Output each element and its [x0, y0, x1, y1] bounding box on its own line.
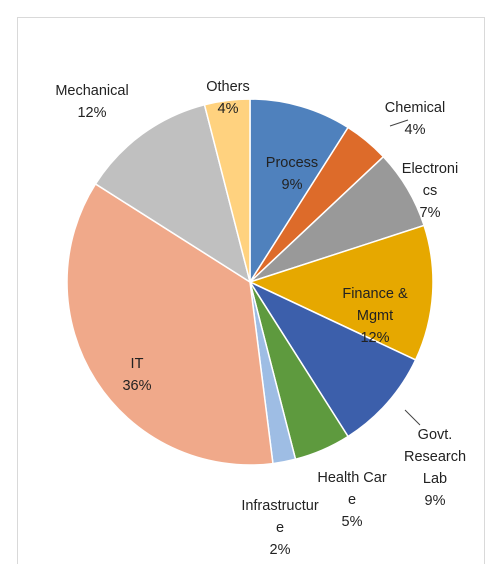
value-label: 12%	[77, 105, 107, 121]
slice-label: Mechanical 12%	[52, 80, 132, 124]
leader-line	[404, 409, 421, 426]
category-label: Mechanical	[55, 83, 129, 99]
pie-slice	[247, 280, 417, 438]
slice-label: Chemical 4%	[370, 97, 460, 141]
value-label: 2%	[269, 542, 291, 558]
slice-label: Process 9%	[252, 152, 332, 196]
category-label: Infrastructure	[241, 498, 319, 536]
value-label: 36%	[122, 378, 152, 394]
category-label: Health Care	[317, 470, 387, 508]
slice-label: Health Care 5%	[317, 467, 387, 533]
leader-line	[389, 119, 409, 127]
category-label: Govt. Research Lab	[403, 427, 467, 487]
category-label: Others	[206, 79, 250, 95]
slice-label: Others 4%	[193, 76, 263, 120]
slice-label: Electronics 7%	[400, 158, 460, 224]
category-label: Process	[265, 155, 319, 171]
value-label: 9%	[424, 493, 446, 509]
slice-label: IT 36%	[107, 353, 167, 397]
frame	[17, 17, 485, 564]
slice-label: Finance & Mgmt 12%	[335, 283, 415, 349]
category-label: Finance & Mgmt	[342, 286, 408, 324]
value-label: 4%	[404, 122, 426, 138]
category-label: Electronics	[401, 161, 459, 199]
slice-label: Infrastructure 2%	[240, 495, 320, 561]
category-label: IT	[130, 356, 144, 372]
value-label: 9%	[281, 177, 303, 193]
pie-slice	[247, 224, 434, 361]
pie-slice	[66, 182, 274, 466]
slice-label: Govt. Research Lab 9%	[390, 424, 480, 512]
category-label: Chemical	[384, 100, 446, 116]
value-label: 5%	[341, 514, 363, 530]
value-label: 4%	[217, 101, 239, 117]
value-label: 7%	[419, 205, 441, 221]
value-label: 12%	[360, 330, 390, 346]
pie-slice	[203, 98, 251, 283]
pie-slice	[94, 103, 252, 284]
pie-slice	[249, 98, 350, 285]
